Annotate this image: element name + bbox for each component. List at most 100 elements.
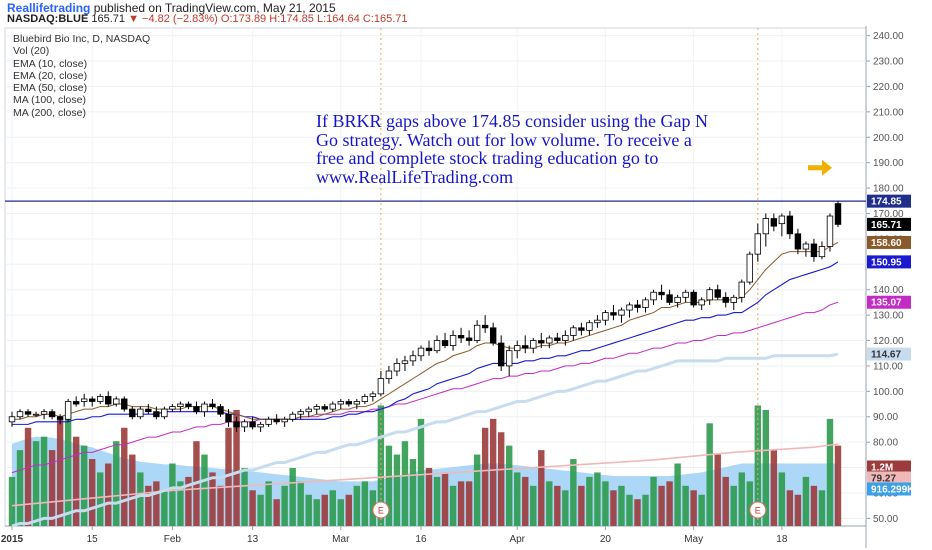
high-value: H:174.85 bbox=[269, 13, 314, 25]
volume-bar bbox=[145, 485, 152, 526]
candle-down bbox=[88, 398, 96, 402]
volume-bar bbox=[441, 472, 449, 526]
legend-item-ema50[interactable]: EMA (50, close) bbox=[13, 82, 88, 95]
low-value: L:164.64 bbox=[316, 13, 360, 25]
price-badge-label: 174.85 bbox=[871, 197, 902, 208]
candle-down bbox=[145, 408, 152, 413]
candle-down bbox=[56, 416, 64, 420]
y-tick-label: 240.00 bbox=[873, 31, 904, 42]
candle-up bbox=[64, 401, 72, 420]
candle-down bbox=[321, 406, 328, 410]
volume-bar bbox=[153, 481, 160, 526]
volume-bar bbox=[361, 481, 369, 526]
candle-down bbox=[666, 294, 673, 303]
volume-bar bbox=[409, 459, 417, 526]
volume-bar bbox=[201, 454, 208, 526]
candle-down bbox=[121, 398, 128, 410]
candle-up bbox=[297, 411, 304, 415]
volume-bar bbox=[113, 441, 120, 526]
volume-bar bbox=[209, 472, 216, 526]
volume-bar bbox=[329, 490, 336, 526]
volume-bar bbox=[273, 499, 280, 526]
candle-down bbox=[554, 337, 561, 341]
volume-bar bbox=[770, 450, 778, 526]
volume-bar bbox=[674, 463, 681, 526]
volume-bar bbox=[818, 490, 826, 526]
candle-up bbox=[826, 215, 834, 247]
price-badge bbox=[867, 347, 911, 361]
candle-down bbox=[273, 418, 280, 423]
x-tick-label: Apr bbox=[509, 534, 525, 545]
author-link[interactable]: Reallifetrading bbox=[7, 1, 91, 15]
earnings-marker bbox=[372, 501, 390, 519]
legend-item-ema20[interactable]: EMA (20, close) bbox=[13, 69, 88, 82]
volume-bar bbox=[834, 445, 842, 526]
candle-up bbox=[602, 312, 609, 321]
volume-bar bbox=[465, 481, 473, 526]
volume-bar bbox=[48, 450, 56, 526]
price-badge-label: 1.2M bbox=[871, 463, 893, 474]
candle-up bbox=[32, 413, 40, 416]
candle-up bbox=[698, 299, 705, 306]
volume-bar bbox=[281, 485, 288, 526]
candle-up bbox=[778, 215, 786, 225]
y-tick-label: 120.00 bbox=[873, 336, 904, 347]
candle-down bbox=[105, 396, 112, 405]
volume-bar bbox=[514, 472, 521, 526]
volume-bar bbox=[129, 454, 136, 526]
volume-bar bbox=[345, 494, 353, 526]
volume-bar bbox=[24, 427, 32, 526]
candle-up bbox=[562, 335, 569, 341]
price-badge bbox=[867, 460, 911, 474]
candle-up bbox=[313, 406, 320, 410]
candle-down bbox=[690, 291, 697, 306]
y-tick-label: 200.00 bbox=[873, 133, 904, 144]
volume-bar bbox=[169, 463, 176, 526]
volume-bar bbox=[161, 490, 168, 526]
volume-bar bbox=[754, 405, 762, 526]
volume-bar bbox=[233, 409, 240, 526]
legend-item-vol[interactable]: Vol (20) bbox=[13, 45, 50, 58]
volume-bar bbox=[385, 445, 393, 526]
ma100-line bbox=[11, 352, 839, 528]
y-tick-label: 180.00 bbox=[873, 184, 904, 195]
candle-up bbox=[97, 396, 104, 402]
volume-bar bbox=[546, 481, 553, 526]
candle-down bbox=[794, 233, 802, 250]
close-value: C:165.71 bbox=[362, 13, 408, 25]
volume-bar bbox=[497, 432, 505, 526]
volume-bar bbox=[185, 476, 192, 526]
volume-bar bbox=[265, 481, 272, 526]
candle-up bbox=[762, 218, 770, 235]
candle-up bbox=[682, 291, 689, 298]
legend-item-ma200[interactable]: MA (200, close) bbox=[13, 106, 86, 119]
legend-item-ema10[interactable]: EMA (10, close) bbox=[13, 57, 88, 70]
candle-up bbox=[417, 347, 425, 357]
candle-down bbox=[48, 411, 56, 418]
candle-up bbox=[626, 304, 633, 311]
candle-down bbox=[578, 327, 585, 331]
candle-down bbox=[610, 312, 617, 316]
volume-bar bbox=[64, 405, 72, 526]
published-text: published on TradingView.com, May 21, 20… bbox=[93, 1, 336, 15]
plot-area bbox=[4, 27, 867, 527]
volume-bar bbox=[786, 490, 794, 526]
earnings-marker bbox=[749, 501, 767, 519]
price-chart[interactable]: 50.0060.0070.0080.0090.00100.00110.00120… bbox=[0, 26, 932, 550]
x-tick-label: May bbox=[684, 534, 703, 545]
legend-item-ma100[interactable]: MA (100, close) bbox=[13, 94, 86, 107]
x-tick-label: Feb bbox=[164, 534, 182, 545]
y-tick-label: 80.00 bbox=[873, 438, 898, 449]
candle-up bbox=[289, 413, 296, 420]
candle-down bbox=[153, 411, 160, 418]
price-badge bbox=[867, 255, 911, 269]
volume-bar bbox=[602, 481, 609, 526]
right-arrow-icon bbox=[808, 159, 832, 176]
candle-down bbox=[658, 291, 665, 296]
volume-bar bbox=[105, 463, 112, 526]
volume-bar bbox=[802, 476, 810, 526]
y-tick-label: 100.00 bbox=[873, 387, 904, 398]
price-badge bbox=[867, 295, 911, 309]
candle-up bbox=[433, 340, 441, 352]
candle-up bbox=[385, 370, 393, 380]
